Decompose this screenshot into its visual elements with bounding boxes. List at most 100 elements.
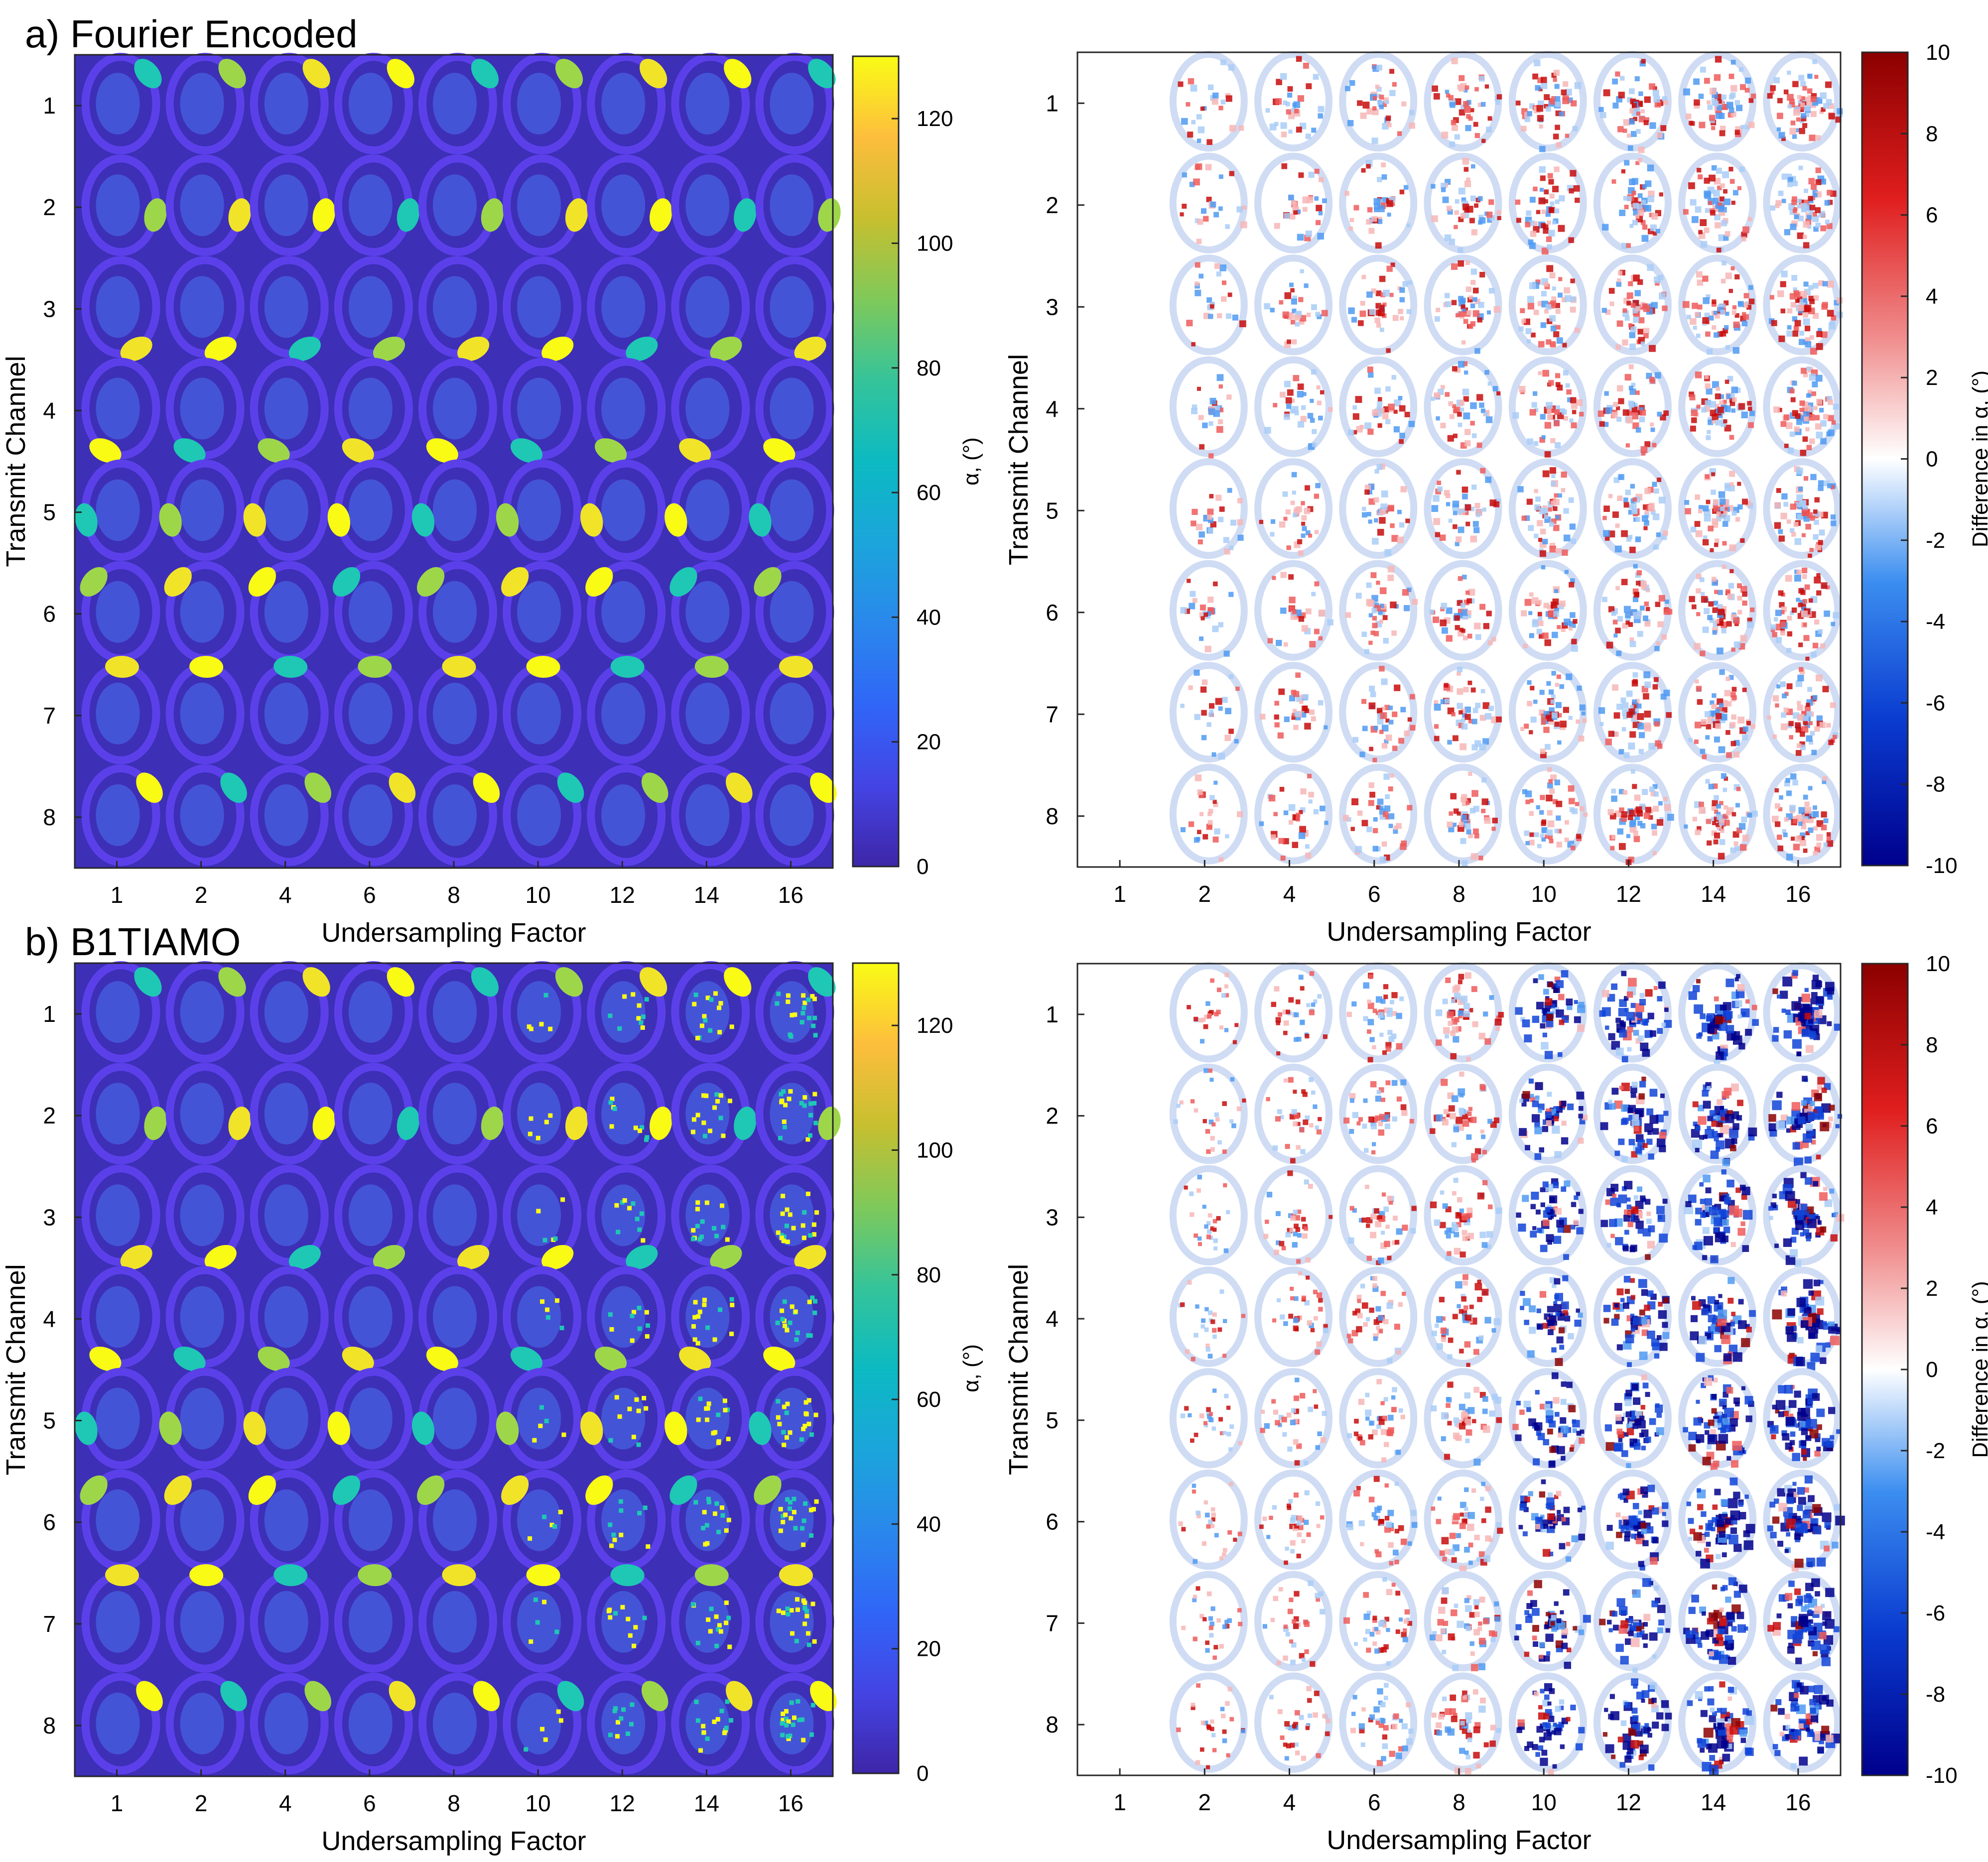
difference-voxel — [1620, 76, 1625, 81]
difference-voxel — [1710, 548, 1714, 552]
head-outline — [165, 1673, 245, 1774]
image-tile — [1593, 458, 1672, 559]
difference-voxel — [1801, 368, 1807, 374]
noise-voxel — [714, 1614, 719, 1619]
noise-voxel — [800, 1526, 805, 1531]
difference-voxel — [1632, 679, 1638, 684]
difference-voxel — [1406, 223, 1411, 228]
difference-voxel — [1316, 1129, 1322, 1135]
difference-voxel — [1602, 990, 1609, 997]
difference-voxel — [1737, 186, 1741, 190]
x-tick-label: 2 — [195, 1790, 208, 1816]
noise-voxel — [784, 1709, 789, 1714]
difference-voxel — [1381, 1098, 1386, 1102]
difference-voxel — [1367, 999, 1371, 1004]
difference-voxel — [1696, 1033, 1702, 1039]
difference-voxel — [1207, 820, 1213, 825]
difference-voxel — [1639, 998, 1646, 1005]
difference-voxel — [1217, 313, 1222, 319]
difference-voxel — [1816, 331, 1823, 337]
head-outline — [81, 1673, 160, 1774]
high-flip-angle-region — [810, 1681, 837, 1712]
brain-region — [432, 784, 477, 846]
difference-voxel — [1289, 1114, 1296, 1119]
difference-voxel — [1611, 409, 1615, 414]
difference-voxel — [1372, 616, 1377, 621]
difference-voxel — [1810, 111, 1817, 118]
high-flip-angle-region — [136, 772, 163, 803]
difference-voxel — [1520, 727, 1525, 731]
difference-voxel — [1797, 95, 1802, 100]
difference-voxel — [1524, 1034, 1532, 1043]
difference-voxel — [1804, 188, 1809, 193]
difference-voxel — [1372, 1117, 1378, 1123]
difference-voxel — [1190, 591, 1196, 597]
difference-voxel — [1735, 1000, 1742, 1007]
difference-voxel — [1547, 173, 1553, 179]
difference-voxel — [1387, 574, 1394, 581]
high-flip-angle-region — [457, 336, 490, 362]
difference-voxel — [1803, 312, 1809, 318]
noise-voxel — [637, 1326, 642, 1331]
high-flip-angle-region — [724, 59, 752, 89]
difference-voxel — [1657, 1028, 1663, 1034]
high-flip-angle-region — [164, 1475, 192, 1505]
difference-voxel — [1707, 615, 1713, 621]
noise-voxel — [801, 993, 806, 998]
difference-voxel — [1572, 808, 1578, 814]
difference-voxel — [1576, 719, 1580, 724]
noise-voxel — [640, 1025, 645, 1030]
difference-voxel — [1774, 803, 1780, 809]
difference-voxel — [1295, 672, 1301, 678]
difference-voxel — [1783, 1030, 1792, 1039]
difference-voxel — [1553, 331, 1560, 338]
difference-voxel — [1746, 721, 1751, 726]
difference-voxel — [1283, 1030, 1288, 1035]
noise-voxel — [810, 1295, 815, 1300]
difference-voxel — [1259, 519, 1264, 524]
difference-voxel — [1399, 439, 1404, 444]
difference-voxel — [1378, 1129, 1385, 1136]
high-flip-angle-region — [258, 438, 290, 463]
difference-voxel — [1454, 210, 1459, 215]
difference-voxel — [1536, 1001, 1544, 1009]
difference-voxel — [1309, 641, 1316, 647]
difference-voxel — [1350, 827, 1355, 831]
noise-voxel — [702, 1297, 707, 1302]
difference-voxel — [1173, 1119, 1178, 1124]
y-tick-label: 6 — [43, 601, 56, 627]
difference-voxel — [1704, 608, 1710, 615]
difference-voxel — [1567, 97, 1573, 103]
difference-voxel — [1474, 1148, 1481, 1154]
image-tile — [250, 256, 329, 362]
difference-voxel — [1446, 1113, 1451, 1117]
high-flip-angle-region — [808, 967, 836, 997]
image-tile — [755, 655, 834, 764]
high-flip-angle-region — [555, 967, 583, 997]
noise-voxel — [695, 1718, 700, 1723]
difference-voxel — [1626, 196, 1632, 202]
difference-voxel — [1636, 581, 1641, 586]
difference-voxel — [1770, 90, 1775, 95]
difference-voxel — [1615, 627, 1621, 633]
difference-voxel — [1731, 310, 1736, 315]
noise-voxel — [636, 1442, 641, 1447]
difference-voxel — [1383, 811, 1389, 817]
image-tile — [1254, 662, 1333, 763]
difference-voxel — [1193, 837, 1199, 843]
difference-voxel — [1188, 685, 1193, 690]
difference-voxel — [1472, 297, 1477, 302]
difference-voxel — [1569, 582, 1575, 588]
difference-voxel — [1628, 385, 1633, 390]
difference-voxel — [1180, 212, 1184, 217]
difference-voxel — [1827, 987, 1835, 995]
difference-voxel — [1830, 520, 1837, 526]
brain-region — [685, 1184, 730, 1246]
image-tile — [250, 1673, 332, 1774]
high-flip-angle-region — [794, 1244, 826, 1270]
difference-voxel — [1388, 1036, 1395, 1042]
difference-voxel — [1712, 607, 1718, 613]
image-tile — [334, 1564, 413, 1673]
high-flip-angle-region — [471, 59, 499, 89]
difference-voxel — [1311, 127, 1317, 133]
